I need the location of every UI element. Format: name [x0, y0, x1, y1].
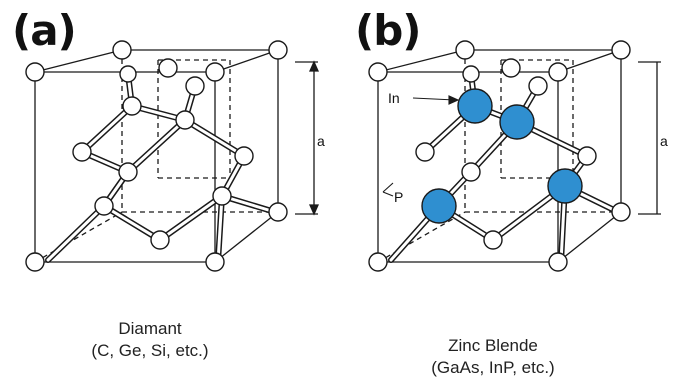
panel-label-b: (b)	[355, 6, 421, 55]
atoms	[368, 40, 631, 272]
panel-label-a: (a)	[12, 6, 77, 55]
caption-title: Diamant	[118, 319, 182, 338]
label-p: P	[394, 189, 403, 205]
atoms	[25, 40, 288, 272]
label-in: In	[388, 90, 400, 106]
lattice-constant-label: a	[317, 133, 325, 149]
zinc-blende-structure-diagram: a	[368, 40, 668, 272]
bonds	[388, 71, 621, 265]
diamond-structure-diagram: a	[25, 40, 325, 272]
caption-examples: (GaAs, InP, etc.)	[431, 358, 555, 377]
panel-diamond: (a) a	[0, 0, 342, 385]
panel-zinc-blende: (b) a	[343, 0, 685, 385]
caption-title: Zinc Blende	[448, 336, 538, 355]
caption-examples: (C, Ge, Si, etc.)	[91, 341, 209, 360]
cube-frame	[377, 49, 661, 263]
caption-zinc-blende: Zinc Blende (GaAs, InP, etc.)	[343, 335, 643, 379]
lattice-constant-label: a	[660, 133, 668, 149]
caption-diamond: Diamant (C, Ge, Si, etc.)	[0, 318, 300, 362]
indium-atoms	[421, 88, 583, 224]
